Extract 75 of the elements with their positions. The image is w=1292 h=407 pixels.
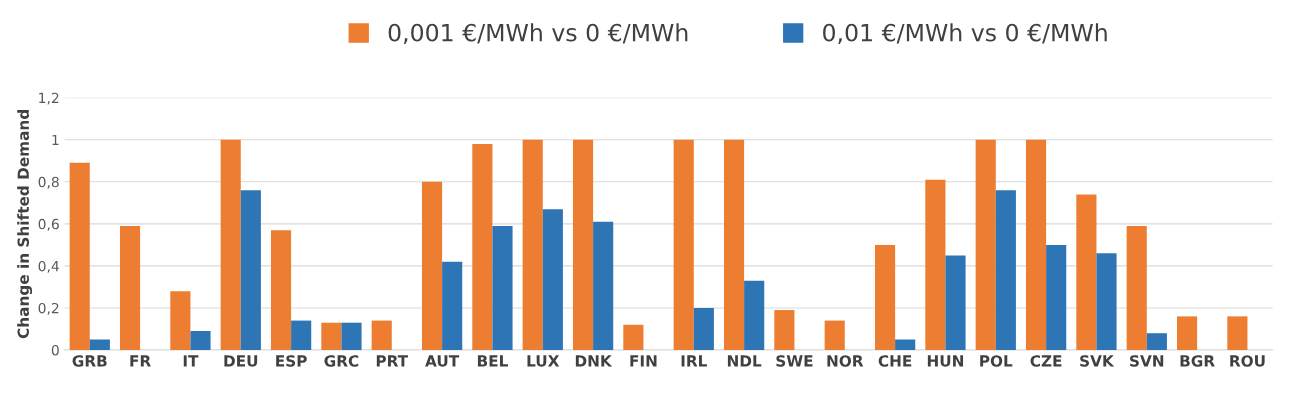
- bar: [190, 331, 211, 351]
- bar: [693, 307, 714, 351]
- x-tick-label: POL: [980, 355, 1013, 367]
- x-tick-label: NDL: [727, 355, 762, 367]
- bar: [1076, 194, 1097, 351]
- y-axis-title: Change in Shifted Demand: [17, 110, 33, 339]
- y-tick-label: 0,4: [38, 260, 59, 273]
- bar: [291, 320, 312, 351]
- bar: [492, 225, 513, 351]
- bar: [723, 139, 745, 351]
- x-tick-label: CZE: [1030, 355, 1062, 367]
- bar: [220, 139, 241, 351]
- x-tick-label: BGR: [1180, 355, 1215, 367]
- bar: [119, 225, 141, 351]
- bar: [1096, 253, 1117, 351]
- y-tick-label: 1: [52, 134, 59, 146]
- bar: [542, 209, 563, 351]
- bar: [623, 324, 644, 351]
- bar: [240, 190, 261, 351]
- x-tick-label: NOR: [827, 355, 864, 367]
- bar: [421, 181, 443, 351]
- bar: [442, 261, 463, 351]
- x-tick-label: HUN: [927, 355, 964, 367]
- x-tick-label: DNK: [575, 355, 613, 367]
- bar: [874, 244, 896, 351]
- y-tick-label: 0,8: [38, 176, 59, 189]
- bar: [1046, 244, 1067, 351]
- bar: [69, 162, 90, 351]
- x-tick-label: PRT: [376, 355, 409, 367]
- bar: [89, 339, 110, 351]
- bar: [1176, 316, 1198, 351]
- x-tick-label: GRB: [72, 355, 107, 367]
- bar: [593, 221, 614, 351]
- x-tick-label: ESP: [276, 355, 307, 367]
- bar: [341, 322, 362, 351]
- x-tick-label: LUX: [527, 355, 560, 367]
- y-tick-label: 1,2: [39, 92, 59, 105]
- bar: [371, 320, 392, 351]
- x-tick-label: AUT: [425, 355, 460, 367]
- bar: [995, 190, 1016, 351]
- bar: [1146, 333, 1167, 351]
- bar: [925, 179, 946, 351]
- bar: [1025, 139, 1047, 351]
- x-tick-label: FIN: [630, 355, 657, 367]
- bar: [774, 310, 795, 351]
- x-tick-label: FR: [130, 355, 151, 367]
- x-tick-label: GRC: [324, 355, 359, 367]
- bar: [945, 255, 966, 351]
- legend-label: 0,01 €/MWh vs 0 €/MWh: [823, 23, 1107, 44]
- bar: [975, 139, 996, 351]
- x-tick-label: IT: [183, 355, 199, 367]
- bar: [1126, 225, 1147, 351]
- bar: [572, 139, 594, 351]
- x-tick-label: DEU: [224, 355, 258, 367]
- x-tick-label: ROU: [1230, 355, 1265, 367]
- x-tick-label: SWE: [776, 355, 813, 367]
- legend-label: 0,001 €/MWh vs 0 €/MWh: [388, 23, 688, 44]
- x-tick-label: CHE: [878, 355, 912, 367]
- bar: [472, 143, 493, 351]
- bar: [270, 230, 292, 351]
- bar: [321, 322, 342, 351]
- x-tick-label: BEL: [477, 355, 508, 367]
- x-tick-label: IRL: [681, 355, 707, 367]
- y-tick-label: 0,6: [38, 218, 59, 231]
- x-tick-label: SVN: [1130, 355, 1164, 367]
- y-tick-label: 0,2: [38, 302, 59, 315]
- bar: [170, 291, 191, 351]
- bar: [824, 320, 845, 351]
- bar: [744, 280, 765, 351]
- y-tick-label: 0: [51, 344, 59, 356]
- bar: [1227, 316, 1248, 351]
- bar: [522, 139, 543, 351]
- x-tick-label: SVK: [1080, 355, 1115, 367]
- bar: [673, 139, 694, 351]
- bar: [895, 339, 916, 351]
